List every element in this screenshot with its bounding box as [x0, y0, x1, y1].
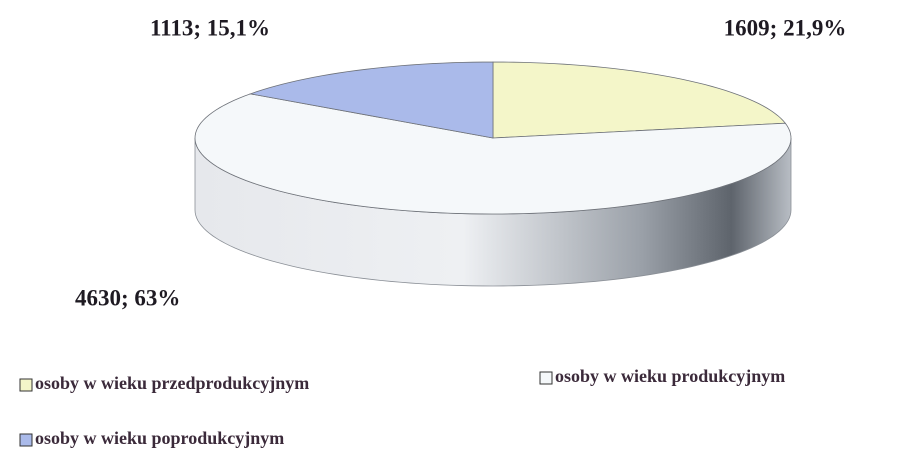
slice [248, 61, 494, 139]
slice [492, 61, 787, 139]
legend-label: osoby w wieku produkcyjnym [555, 366, 785, 386]
data-label: 4630; 63% [75, 285, 180, 310]
legend-swatch [539, 371, 553, 385]
data-label: 1609; 21,9% [724, 15, 847, 40]
legend-swatch [19, 378, 33, 392]
legend-label: osoby w wieku poprodukcyjnym [35, 428, 284, 448]
slice [194, 93, 792, 215]
legend-label: osoby w wieku przedprodukcyjnym [35, 373, 309, 393]
data-label: 1113; 15,1% [150, 15, 270, 40]
legend-swatch [19, 433, 33, 447]
